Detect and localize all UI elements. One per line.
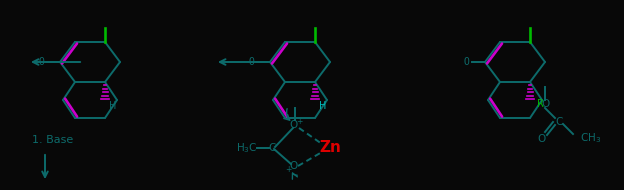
Text: C: C	[555, 117, 563, 127]
Text: R: R	[537, 99, 544, 109]
Text: 1. Base: 1. Base	[32, 135, 73, 145]
Text: +: +	[285, 165, 291, 173]
Text: CH$_3$: CH$_3$	[580, 131, 601, 145]
Text: O: O	[538, 134, 546, 144]
Text: C: C	[268, 143, 276, 153]
Text: O: O	[38, 57, 44, 67]
Text: +: +	[296, 117, 302, 127]
Text: O: O	[290, 120, 298, 130]
Text: H: H	[109, 101, 117, 111]
Text: H: H	[319, 101, 327, 111]
Text: H$_3$C: H$_3$C	[236, 141, 258, 155]
Text: O: O	[463, 57, 469, 67]
Text: O: O	[248, 57, 254, 67]
Text: O: O	[541, 99, 549, 109]
Text: Zn: Zn	[319, 140, 341, 155]
Text: O: O	[289, 161, 297, 171]
